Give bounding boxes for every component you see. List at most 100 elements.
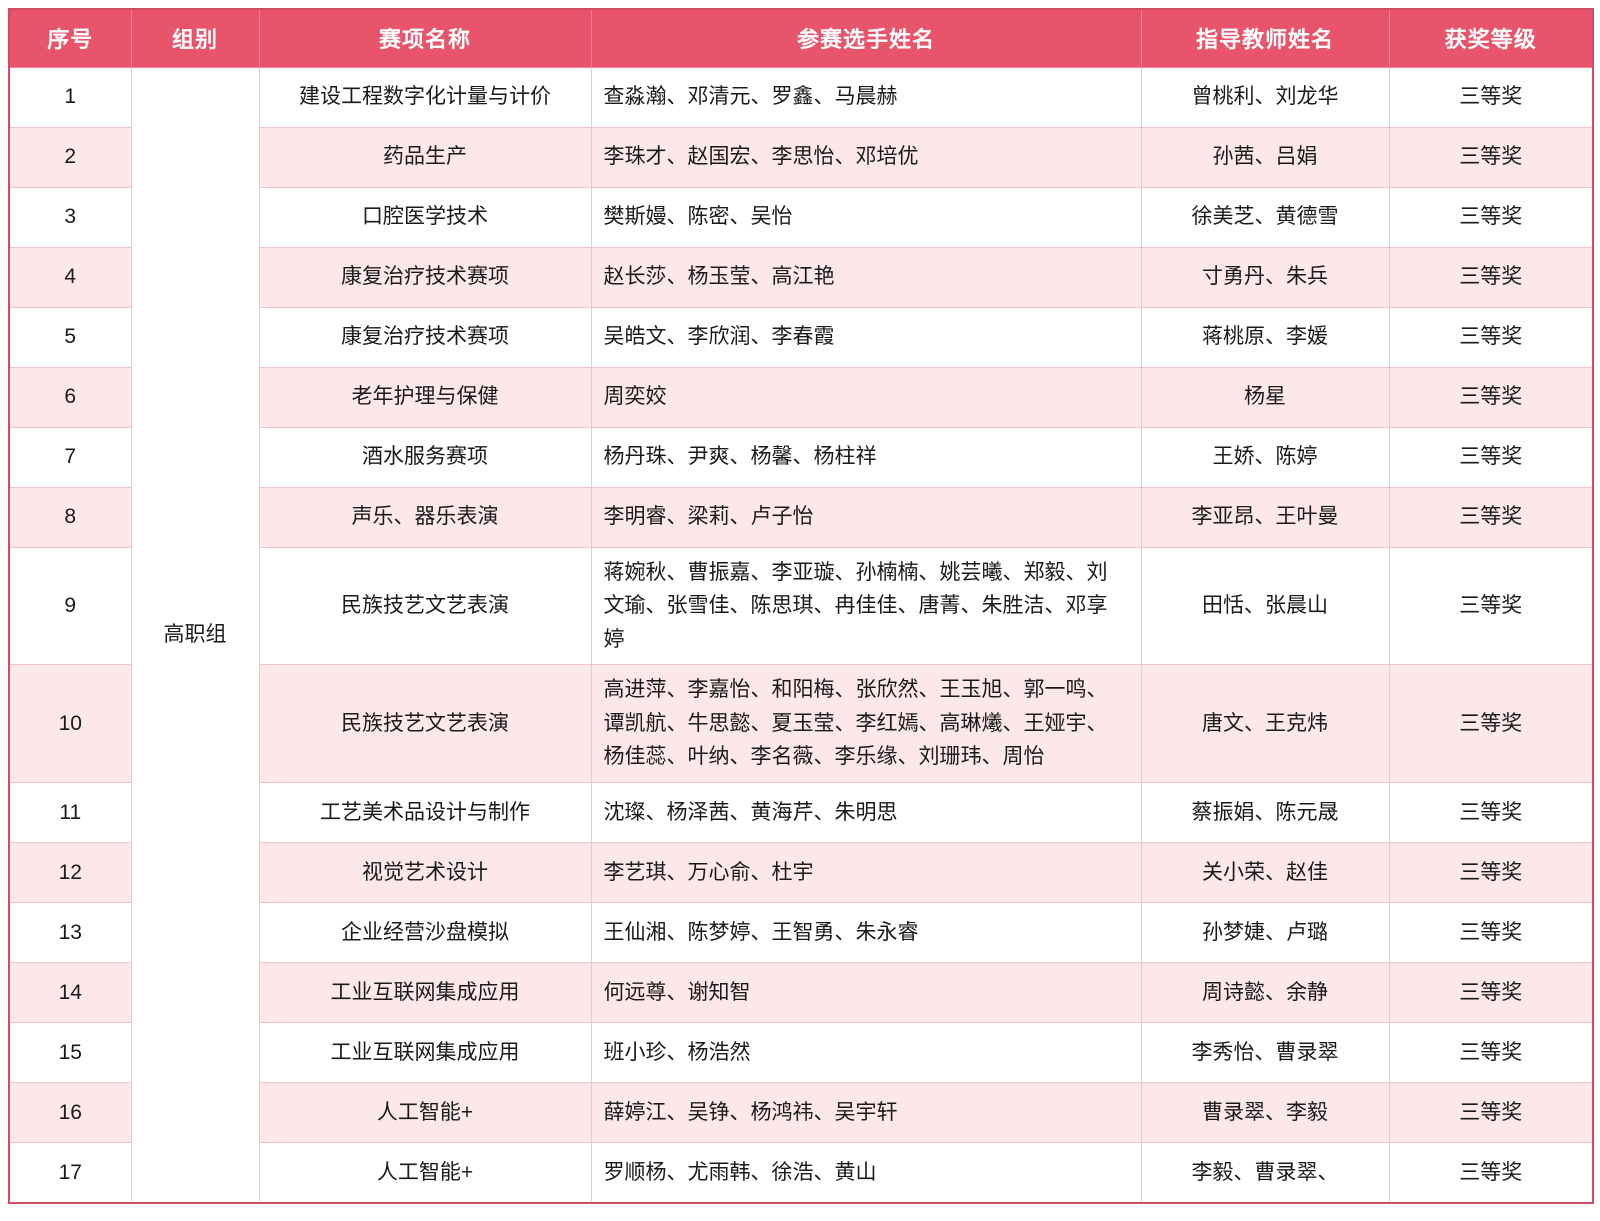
- participant-names: 李珠才、赵国宏、李思怡、邓培优: [590, 126, 1142, 188]
- award-level: 三等奖: [1388, 306, 1594, 368]
- column-header-event: 赛项名称: [258, 9, 592, 68]
- column-header-group: 组别: [130, 9, 260, 68]
- table-row: 2 药品生产 李珠才、赵国宏、李思怡、邓培优 孙茜、吕娟 三等奖: [8, 126, 1594, 188]
- event-name: 建设工程数字化计量与计价: [258, 66, 592, 128]
- table-row: 4 康复治疗技术赛项 赵长莎、杨玉莹、高江艳 寸勇丹、朱兵 三等奖: [8, 246, 1594, 308]
- table-row: 9 民族技艺文艺表演 蒋婉秋、曹振嘉、李亚璇、孙楠楠、姚芸曦、郑毅、刘文瑜、张雪佳、…: [8, 546, 1594, 666]
- award-level: 三等奖: [1388, 246, 1594, 308]
- teacher-names: 孙茜、吕娟: [1140, 126, 1390, 188]
- award-level: 三等奖: [1388, 902, 1594, 964]
- group-cell: 高职组: [130, 66, 260, 1204]
- award-level: 三等奖: [1388, 366, 1594, 428]
- teacher-names: 唐文、王克炜: [1140, 664, 1390, 784]
- event-name: 人工智能+: [258, 1082, 592, 1144]
- award-level: 三等奖: [1388, 546, 1594, 666]
- event-name: 声乐、器乐表演: [258, 486, 592, 548]
- teacher-names: 李亚昂、王叶曼: [1140, 486, 1390, 548]
- event-name: 康复治疗技术赛项: [258, 306, 592, 368]
- teacher-names: 曹录翠、李毅: [1140, 1082, 1390, 1144]
- event-name: 口腔医学技术: [258, 186, 592, 248]
- participant-names: 薛婷江、吴铮、杨鸿祎、吴宇轩: [590, 1082, 1142, 1144]
- award-level: 三等奖: [1388, 1022, 1594, 1084]
- participant-names: 吴皓文、李欣润、李春霞: [590, 306, 1142, 368]
- row-number: 1: [8, 66, 132, 128]
- row-number: 14: [8, 962, 132, 1024]
- participant-names: 罗顺杨、尤雨韩、徐浩、黄山: [590, 1142, 1142, 1204]
- event-name: 工业互联网集成应用: [258, 962, 592, 1024]
- row-number: 12: [8, 842, 132, 904]
- participant-names: 查淼瀚、邓清元、罗鑫、马晨赫: [590, 66, 1142, 128]
- award-level: 三等奖: [1388, 66, 1594, 128]
- event-name: 工艺美术品设计与制作: [258, 782, 592, 844]
- column-header-award: 获奖等级: [1388, 9, 1594, 68]
- table-row: 17 人工智能+ 罗顺杨、尤雨韩、徐浩、黄山 李毅、曹录翠、 三等奖: [8, 1142, 1594, 1204]
- teacher-names: 王娇、陈婷: [1140, 426, 1390, 488]
- column-header-participants: 参赛选手姓名: [590, 9, 1142, 68]
- row-number: 10: [8, 664, 132, 784]
- event-name: 视觉艺术设计: [258, 842, 592, 904]
- event-name: 企业经营沙盘模拟: [258, 902, 592, 964]
- awards-table: 序号 组别 赛项名称 参赛选手姓名 指导教师姓名 获奖等级 1 高职组 建设工程数字化计量与计…: [8, 8, 1594, 1204]
- award-level: 三等奖: [1388, 842, 1594, 904]
- event-name: 老年护理与保健: [258, 366, 592, 428]
- award-level: 三等奖: [1388, 486, 1594, 548]
- event-name: 人工智能+: [258, 1142, 592, 1204]
- row-number: 3: [8, 186, 132, 248]
- teacher-names: 李秀怡、曹录翠: [1140, 1022, 1390, 1084]
- teacher-names: 徐美芝、黄德雪: [1140, 186, 1390, 248]
- participant-names: 樊斯嫚、陈密、吴怡: [590, 186, 1142, 248]
- award-level: 三等奖: [1388, 1142, 1594, 1204]
- event-name: 酒水服务赛项: [258, 426, 592, 488]
- participant-names: 杨丹珠、尹爽、杨馨、杨柱祥: [590, 426, 1142, 488]
- row-number: 13: [8, 902, 132, 964]
- participant-names: 沈璨、杨泽茜、黄海芹、朱明思: [590, 782, 1142, 844]
- teacher-names: 关小荣、赵佳: [1140, 842, 1390, 904]
- event-name: 康复治疗技术赛项: [258, 246, 592, 308]
- teacher-names: 蔡振娟、陈元晟: [1140, 782, 1390, 844]
- teacher-names: 曾桃利、刘龙华: [1140, 66, 1390, 128]
- participant-names: 何远尊、谢知智: [590, 962, 1142, 1024]
- table-row: 12 视觉艺术设计 李艺琪、万心俞、杜宇 关小荣、赵佳 三等奖: [8, 842, 1594, 904]
- row-number: 17: [8, 1142, 132, 1204]
- participant-names: 高进萍、李嘉怡、和阳梅、张欣然、王玉旭、郭一鸣、谭凯航、牛思懿、夏玉莹、李红嫣、…: [590, 664, 1142, 784]
- row-number: 16: [8, 1082, 132, 1144]
- row-number: 8: [8, 486, 132, 548]
- row-number: 2: [8, 126, 132, 188]
- award-level: 三等奖: [1388, 1082, 1594, 1144]
- award-level: 三等奖: [1388, 126, 1594, 188]
- table-row: 16 人工智能+ 薛婷江、吴铮、杨鸿祎、吴宇轩 曹录翠、李毅 三等奖: [8, 1082, 1594, 1144]
- teacher-names: 杨星: [1140, 366, 1390, 428]
- table-row: 14 工业互联网集成应用 何远尊、谢知智 周诗懿、余静 三等奖: [8, 962, 1594, 1024]
- teacher-names: 李毅、曹录翠、: [1140, 1142, 1390, 1204]
- table-body: 1 高职组 建设工程数字化计量与计价 查淼瀚、邓清元、罗鑫、马晨赫 曾桃利、刘龙华 三等奖…: [8, 66, 1594, 1204]
- header-row: 序号 组别 赛项名称 参赛选手姓名 指导教师姓名 获奖等级: [8, 9, 1594, 68]
- event-name: 民族技艺文艺表演: [258, 546, 592, 666]
- table-row: 10 民族技艺文艺表演 高进萍、李嘉怡、和阳梅、张欣然、王玉旭、郭一鸣、谭凯航、牛思…: [8, 664, 1594, 784]
- award-level: 三等奖: [1388, 426, 1594, 488]
- row-number: 6: [8, 366, 132, 428]
- teacher-names: 周诗懿、余静: [1140, 962, 1390, 1024]
- table-row: 8 声乐、器乐表演 李明睿、梁莉、卢子怡 李亚昂、王叶曼 三等奖: [8, 486, 1594, 548]
- event-name: 民族技艺文艺表演: [258, 664, 592, 784]
- award-level: 三等奖: [1388, 782, 1594, 844]
- column-header-teachers: 指导教师姓名: [1140, 9, 1390, 68]
- participant-names: 蒋婉秋、曹振嘉、李亚璇、孙楠楠、姚芸曦、郑毅、刘文瑜、张雪佳、陈思琪、冉佳佳、唐…: [590, 546, 1142, 666]
- table-row: 3 口腔医学技术 樊斯嫚、陈密、吴怡 徐美芝、黄德雪 三等奖: [8, 186, 1594, 248]
- participant-names: 李艺琪、万心俞、杜宇: [590, 842, 1142, 904]
- table-row: 6 老年护理与保健 周奕姣 杨星 三等奖: [8, 366, 1594, 428]
- award-level: 三等奖: [1388, 186, 1594, 248]
- table-row: 13 企业经营沙盘模拟 王仙湘、陈梦婷、王智勇、朱永睿 孙梦婕、卢璐 三等奖: [8, 902, 1594, 964]
- teacher-names: 孙梦婕、卢璐: [1140, 902, 1390, 964]
- participant-names: 王仙湘、陈梦婷、王智勇、朱永睿: [590, 902, 1142, 964]
- row-number: 4: [8, 246, 132, 308]
- row-number: 11: [8, 782, 132, 844]
- teacher-names: 蒋桃原、李媛: [1140, 306, 1390, 368]
- participant-names: 班小珍、杨浩然: [590, 1022, 1142, 1084]
- row-number: 9: [8, 546, 132, 666]
- row-number: 7: [8, 426, 132, 488]
- row-number: 15: [8, 1022, 132, 1084]
- table-row: 15 工业互联网集成应用 班小珍、杨浩然 李秀怡、曹录翠 三等奖: [8, 1022, 1594, 1084]
- event-name: 工业互联网集成应用: [258, 1022, 592, 1084]
- participant-names: 周奕姣: [590, 366, 1142, 428]
